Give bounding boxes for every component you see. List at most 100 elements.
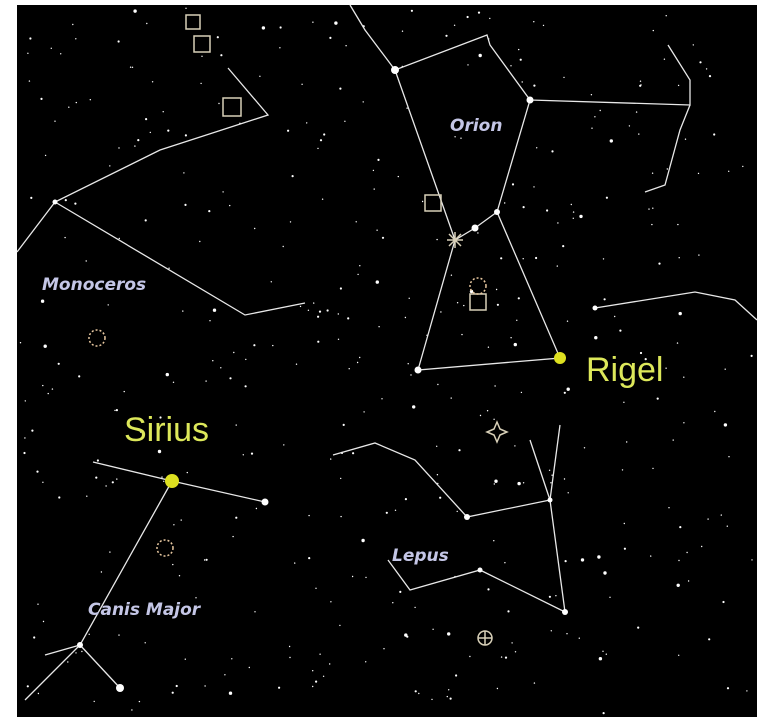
star (514, 445, 516, 447)
star (572, 211, 575, 213)
star (312, 670, 314, 672)
star (182, 310, 184, 312)
star (504, 202, 506, 204)
star (365, 576, 367, 579)
star (677, 223, 679, 226)
star (750, 354, 753, 357)
star (686, 551, 688, 554)
star (151, 81, 154, 83)
star (376, 229, 378, 231)
star (144, 642, 146, 644)
star (511, 183, 515, 186)
star (77, 642, 83, 648)
star (184, 658, 186, 660)
star (131, 66, 134, 69)
star (208, 210, 211, 213)
star (109, 165, 111, 167)
star (161, 476, 163, 478)
star (75, 652, 77, 654)
star (467, 64, 469, 66)
star (381, 398, 383, 400)
star (464, 514, 470, 520)
star (232, 535, 234, 538)
star (521, 81, 523, 83)
deep-sky-objects (88, 14, 509, 646)
star (726, 687, 730, 690)
orion-line (644, 104, 691, 193)
star (418, 692, 420, 695)
star (609, 596, 611, 598)
star (477, 567, 483, 573)
star (594, 336, 598, 340)
star (414, 690, 417, 693)
star (446, 695, 448, 698)
star (312, 685, 314, 688)
star (40, 299, 45, 303)
star (288, 645, 291, 648)
star (404, 316, 407, 319)
star (404, 498, 407, 501)
star (487, 346, 490, 348)
star (317, 147, 319, 150)
star (163, 480, 165, 482)
star (414, 366, 422, 374)
star (52, 199, 58, 205)
star (283, 444, 285, 446)
star (43, 344, 47, 348)
star (352, 452, 355, 455)
star (570, 203, 572, 206)
star (339, 624, 341, 627)
star (111, 481, 114, 484)
star (652, 29, 654, 32)
star (519, 58, 522, 61)
star (432, 628, 434, 630)
orion-line (594, 291, 758, 321)
star (542, 24, 545, 27)
star (337, 338, 340, 340)
star (640, 84, 642, 86)
star (603, 571, 607, 575)
star (668, 507, 670, 509)
cluster-symbol (469, 277, 487, 295)
star (651, 223, 653, 226)
star (93, 700, 95, 703)
star (209, 320, 211, 322)
star (250, 452, 254, 455)
star (431, 698, 433, 701)
star (312, 21, 314, 23)
star (337, 313, 339, 315)
star (172, 381, 175, 383)
star (74, 202, 77, 205)
constellation-label: Orion (450, 116, 502, 136)
star (75, 101, 78, 104)
star (114, 409, 116, 412)
star (650, 555, 652, 557)
star (392, 602, 394, 604)
star (522, 258, 524, 260)
star (359, 356, 361, 359)
star (165, 372, 169, 377)
star (308, 557, 311, 560)
galaxy-symbol (185, 14, 201, 30)
star (54, 120, 56, 122)
star (47, 392, 49, 395)
star (602, 712, 605, 715)
star (678, 559, 680, 562)
star (19, 342, 22, 344)
star (289, 656, 291, 659)
star (639, 351, 643, 355)
star (178, 575, 181, 577)
orion-line (529, 44, 691, 106)
star (496, 303, 499, 306)
star (454, 136, 456, 138)
star (317, 340, 320, 343)
star (31, 429, 34, 432)
star (591, 127, 593, 129)
star (676, 342, 679, 344)
star (566, 320, 569, 322)
star (68, 106, 70, 108)
star (728, 170, 730, 172)
star (637, 626, 640, 629)
star (385, 511, 388, 514)
star (623, 547, 627, 550)
